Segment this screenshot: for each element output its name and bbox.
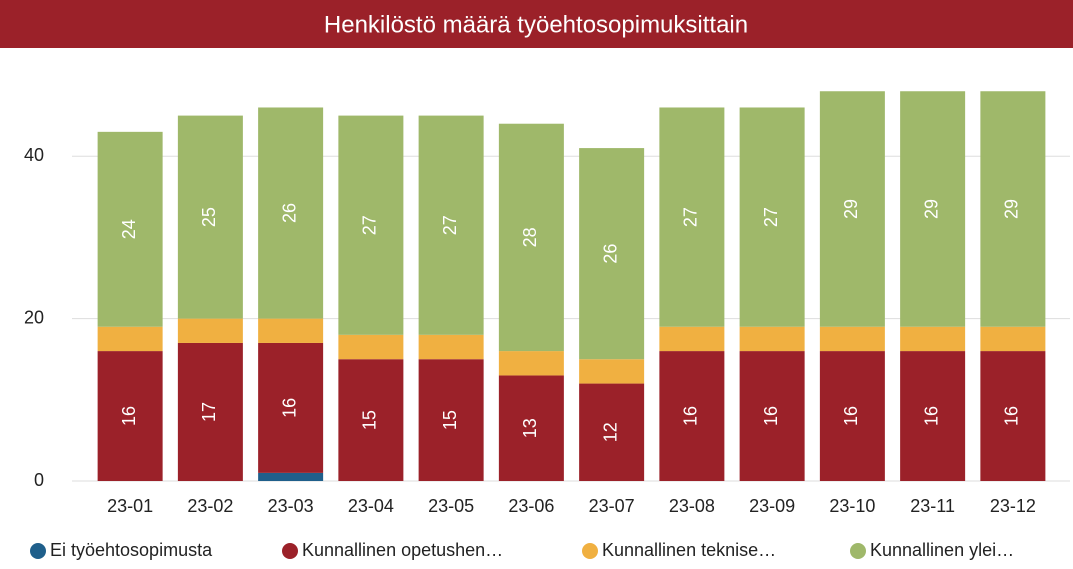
bar-segment — [659, 351, 725, 481]
legend-label: Kunnallinen ylei… — [870, 540, 1014, 560]
value-label: 15 — [360, 410, 380, 430]
legend-swatch — [850, 543, 866, 559]
x-tick-label: 23-09 — [749, 496, 795, 516]
value-label: 15 — [440, 410, 460, 430]
value-label: 26 — [279, 203, 299, 223]
x-tick-label: 23-02 — [187, 496, 233, 516]
value-label: 26 — [600, 244, 620, 264]
legend-label: Kunnallinen opetushen… — [302, 540, 503, 560]
bar-segment — [418, 334, 484, 360]
value-label: 12 — [600, 422, 620, 442]
value-label: 28 — [520, 227, 540, 247]
chart-title: Henkilöstö määrä työehtosopimuksittain — [324, 11, 748, 38]
value-label: 16 — [921, 406, 941, 426]
legend-swatch — [582, 543, 598, 559]
x-tick-label: 23-04 — [348, 496, 394, 516]
bar-segment — [338, 115, 404, 335]
bar-segment — [258, 107, 324, 319]
value-label: 16 — [761, 406, 781, 426]
x-tick-label: 23-05 — [428, 496, 474, 516]
bar-segment — [418, 115, 484, 335]
legend-swatch — [282, 543, 298, 559]
bar-segment — [97, 131, 163, 327]
x-tick-label: 23-03 — [268, 496, 314, 516]
bar-segment — [177, 342, 243, 481]
bar-segment — [498, 351, 564, 376]
y-tick-label: 0 — [34, 470, 44, 490]
value-label: 16 — [119, 406, 139, 426]
bar-segment — [579, 148, 645, 360]
bar-segment — [338, 334, 404, 360]
bar-segment — [258, 472, 324, 481]
legend-label: Kunnallinen teknise… — [602, 540, 776, 560]
bar-segment — [579, 359, 645, 384]
bar-segment — [97, 326, 163, 352]
legend-swatch — [30, 543, 46, 559]
bar-segment — [498, 123, 564, 352]
x-tick-label: 23-11 — [910, 496, 955, 516]
y-tick-label: 20 — [24, 307, 44, 327]
bar-segment — [980, 351, 1046, 481]
bar-segment — [980, 326, 1046, 352]
x-tick-label: 23-10 — [829, 496, 875, 516]
value-label: 29 — [921, 199, 941, 219]
x-tick-label: 23-12 — [990, 496, 1036, 516]
value-label: 13 — [520, 418, 540, 438]
value-label: 16 — [841, 406, 861, 426]
bar-segment — [739, 326, 805, 352]
bar-segment — [819, 326, 885, 352]
bar-segment — [97, 351, 163, 481]
bar-segment — [980, 91, 1046, 327]
bar-segment — [258, 318, 324, 343]
x-tick-label: 23-01 — [107, 496, 153, 516]
bar-segment — [900, 326, 966, 352]
bar-segment — [659, 107, 725, 327]
value-label: 24 — [119, 219, 139, 239]
bar-segment — [900, 351, 966, 481]
bar-segment — [258, 342, 324, 473]
bar-segment — [579, 383, 645, 481]
bar-segment — [177, 115, 243, 319]
bar-segment — [659, 326, 725, 352]
value-label: 27 — [761, 207, 781, 227]
x-tick-label: 23-07 — [589, 496, 635, 516]
x-tick-label: 23-08 — [669, 496, 715, 516]
bar-segment — [338, 359, 404, 481]
value-label: 16 — [279, 398, 299, 418]
bar-segment — [739, 107, 805, 327]
value-label: 29 — [841, 199, 861, 219]
bar-segment — [900, 91, 966, 327]
value-label: 25 — [199, 207, 219, 227]
value-label: 29 — [1002, 199, 1022, 219]
bar-segment — [498, 375, 564, 481]
bar-segment — [739, 351, 805, 481]
value-label: 17 — [199, 402, 219, 422]
title-banner — [0, 0, 1073, 48]
value-label: 16 — [1002, 406, 1022, 426]
value-label: 27 — [440, 215, 460, 235]
bar-segment — [819, 91, 885, 327]
legend-label: Ei työehtosopimusta — [50, 540, 213, 560]
bar-segment — [177, 318, 243, 343]
value-label: 27 — [360, 215, 380, 235]
x-tick-label: 23-06 — [508, 496, 554, 516]
y-tick-label: 40 — [24, 145, 44, 165]
value-label: 27 — [681, 207, 701, 227]
bar-segment — [418, 359, 484, 481]
value-label: 16 — [681, 406, 701, 426]
bar-segment — [819, 351, 885, 481]
